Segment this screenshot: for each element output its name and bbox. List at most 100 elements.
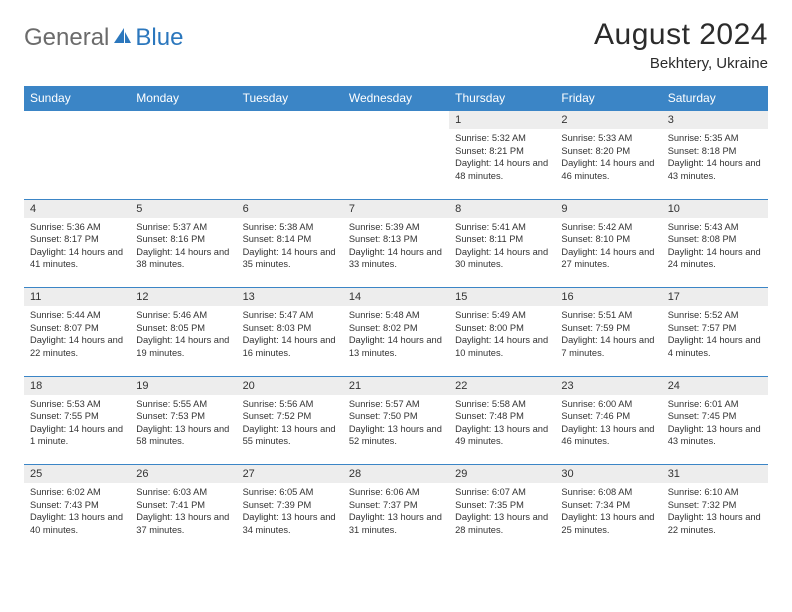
sunrise-line: Sunrise: 5:43 AM <box>668 221 762 234</box>
daylight-line: Daylight: 13 hours and 46 minutes. <box>561 423 655 448</box>
day-content-cell: Sunrise: 6:08 AMSunset: 7:34 PMDaylight:… <box>555 483 661 553</box>
day-content-cell: Sunrise: 5:52 AMSunset: 7:57 PMDaylight:… <box>662 306 768 376</box>
sunrise-line: Sunrise: 6:08 AM <box>561 486 655 499</box>
day-content-cell: Sunrise: 6:02 AMSunset: 7:43 PMDaylight:… <box>24 483 130 553</box>
day-number-cell: 30 <box>555 465 661 484</box>
sunrise-line: Sunrise: 5:42 AM <box>561 221 655 234</box>
sunrise-line: Sunrise: 6:05 AM <box>243 486 337 499</box>
sunrise-line: Sunrise: 5:52 AM <box>668 309 762 322</box>
weekday-header: Wednesday <box>343 86 449 111</box>
day-number: 19 <box>136 380 148 392</box>
day-number-cell: 31 <box>662 465 768 484</box>
sunrise-line: Sunrise: 5:32 AM <box>455 132 549 145</box>
day-number-cell: 14 <box>343 288 449 307</box>
day-number-cell <box>130 111 236 130</box>
sunrise-line: Sunrise: 5:58 AM <box>455 398 549 411</box>
sunset-line: Sunset: 8:20 PM <box>561 145 655 158</box>
daylight-line: Daylight: 14 hours and 10 minutes. <box>455 334 549 359</box>
sunset-line: Sunset: 7:39 PM <box>243 499 337 512</box>
daylight-line: Daylight: 13 hours and 28 minutes. <box>455 511 549 536</box>
day-number-row: 18192021222324 <box>24 376 768 395</box>
day-number: 11 <box>30 291 41 303</box>
day-content-cell <box>24 129 130 199</box>
day-content-row: Sunrise: 5:53 AMSunset: 7:55 PM Daylight:… <box>24 395 768 465</box>
sunset-line: Sunset: 7:41 PM <box>136 499 230 512</box>
logo: General Blue <box>24 24 183 52</box>
daylight-line: Daylight: 13 hours and 55 minutes. <box>243 423 337 448</box>
day-number-cell: 6 <box>237 199 343 218</box>
day-content-cell: Sunrise: 5:42 AMSunset: 8:10 PMDaylight:… <box>555 218 661 288</box>
sunrise-line: Sunrise: 6:06 AM <box>349 486 443 499</box>
day-content-cell: Sunrise: 5:57 AMSunset: 7:50 PMDaylight:… <box>343 395 449 465</box>
day-content-cell: Sunrise: 5:43 AMSunset: 8:08 PMDaylight:… <box>662 218 768 288</box>
day-number: 26 <box>136 468 148 480</box>
sunset-line: Sunset: 7:53 PM <box>136 410 230 423</box>
day-content-cell: Sunrise: 5:53 AMSunset: 7:55 PMDaylight:… <box>24 395 130 465</box>
daylight-line: Daylight: 14 hours and 35 minutes. <box>243 246 337 271</box>
day-number-cell: 10 <box>662 199 768 218</box>
day-number-cell: 24 <box>662 376 768 395</box>
daylight-line: Daylight: 14 hours and 27 minutes. <box>561 246 655 271</box>
day-content-row: Sunrise: 6:02 AMSunset: 7:43 PMDaylight:… <box>24 483 768 553</box>
day-number-cell: 16 <box>555 288 661 307</box>
day-number-cell: 29 <box>449 465 555 484</box>
sunset-line: Sunset: 7:57 PM <box>668 322 762 335</box>
day-content-cell: Sunrise: 5:48 AMSunset: 8:02 PMDaylight:… <box>343 306 449 376</box>
day-content-cell: Sunrise: 6:00 AMSunset: 7:46 PMDaylight:… <box>555 395 661 465</box>
sunset-line: Sunset: 7:55 PM <box>30 410 124 423</box>
day-number-cell: 1 <box>449 111 555 130</box>
sunrise-line: Sunrise: 5:53 AM <box>30 398 124 411</box>
day-content-cell: Sunrise: 6:05 AMSunset: 7:39 PMDaylight:… <box>237 483 343 553</box>
sunrise-line: Sunrise: 5:57 AM <box>349 398 443 411</box>
sunset-line: Sunset: 8:05 PM <box>136 322 230 335</box>
weekday-header: Saturday <box>662 86 768 111</box>
day-number-cell: 5 <box>130 199 236 218</box>
day-number-cell: 19 <box>130 376 236 395</box>
sunrise-line: Sunrise: 5:44 AM <box>30 309 124 322</box>
day-content-cell: Sunrise: 6:03 AMSunset: 7:41 PMDaylight:… <box>130 483 236 553</box>
day-number: 30 <box>561 468 573 480</box>
day-number-cell: 7 <box>343 199 449 218</box>
day-content-cell: Sunrise: 5:46 AMSunset: 8:05 PMDaylight:… <box>130 306 236 376</box>
day-number-cell: 2 <box>555 111 661 130</box>
day-number-cell <box>24 111 130 130</box>
logo-text-blue: Blue <box>135 24 183 52</box>
day-number-cell: 3 <box>662 111 768 130</box>
sunrise-line: Sunrise: 5:51 AM <box>561 309 655 322</box>
daylight-line: Daylight: 14 hours and 33 minutes. <box>349 246 443 271</box>
day-number: 21 <box>349 380 361 392</box>
day-number-cell: 23 <box>555 376 661 395</box>
sunset-line: Sunset: 8:18 PM <box>668 145 762 158</box>
sunset-line: Sunset: 8:13 PM <box>349 233 443 246</box>
sunset-line: Sunset: 7:35 PM <box>455 499 549 512</box>
day-number-cell: 21 <box>343 376 449 395</box>
daylight-line: Daylight: 13 hours and 37 minutes. <box>136 511 230 536</box>
daylight-line: Daylight: 14 hours and 19 minutes. <box>136 334 230 359</box>
day-number-cell: 9 <box>555 199 661 218</box>
sunrise-line: Sunrise: 5:35 AM <box>668 132 762 145</box>
day-number: 17 <box>668 291 680 303</box>
day-number-cell: 27 <box>237 465 343 484</box>
sunset-line: Sunset: 8:02 PM <box>349 322 443 335</box>
daylight-line: Daylight: 14 hours and 48 minutes. <box>455 157 549 182</box>
sunset-line: Sunset: 8:03 PM <box>243 322 337 335</box>
header: General Blue August 2024 Bekhtery, Ukrai… <box>24 18 768 72</box>
sunset-line: Sunset: 7:43 PM <box>30 499 124 512</box>
day-content-cell: Sunrise: 5:32 AMSunset: 8:21 PMDaylight:… <box>449 129 555 199</box>
day-number-cell: 13 <box>237 288 343 307</box>
sunset-line: Sunset: 8:17 PM <box>30 233 124 246</box>
daylight-line: Daylight: 13 hours and 31 minutes. <box>349 511 443 536</box>
sunset-line: Sunset: 8:14 PM <box>243 233 337 246</box>
sunset-line: Sunset: 7:37 PM <box>349 499 443 512</box>
day-number: 8 <box>455 203 461 215</box>
sunrise-line: Sunrise: 5:33 AM <box>561 132 655 145</box>
day-number-cell: 26 <box>130 465 236 484</box>
daylight-line: Daylight: 13 hours and 52 minutes. <box>349 423 443 448</box>
day-number: 14 <box>349 291 361 303</box>
page-title: August 2024 <box>594 18 768 52</box>
daylight-line: Daylight: 14 hours and 43 minutes. <box>668 157 762 182</box>
day-number-cell: 15 <box>449 288 555 307</box>
day-content-row: Sunrise: 5:36 AMSunset: 8:17 PMDaylight:… <box>24 218 768 288</box>
sunset-line: Sunset: 8:08 PM <box>668 233 762 246</box>
day-content-cell: Sunrise: 5:56 AMSunset: 7:52 PMDaylight:… <box>237 395 343 465</box>
